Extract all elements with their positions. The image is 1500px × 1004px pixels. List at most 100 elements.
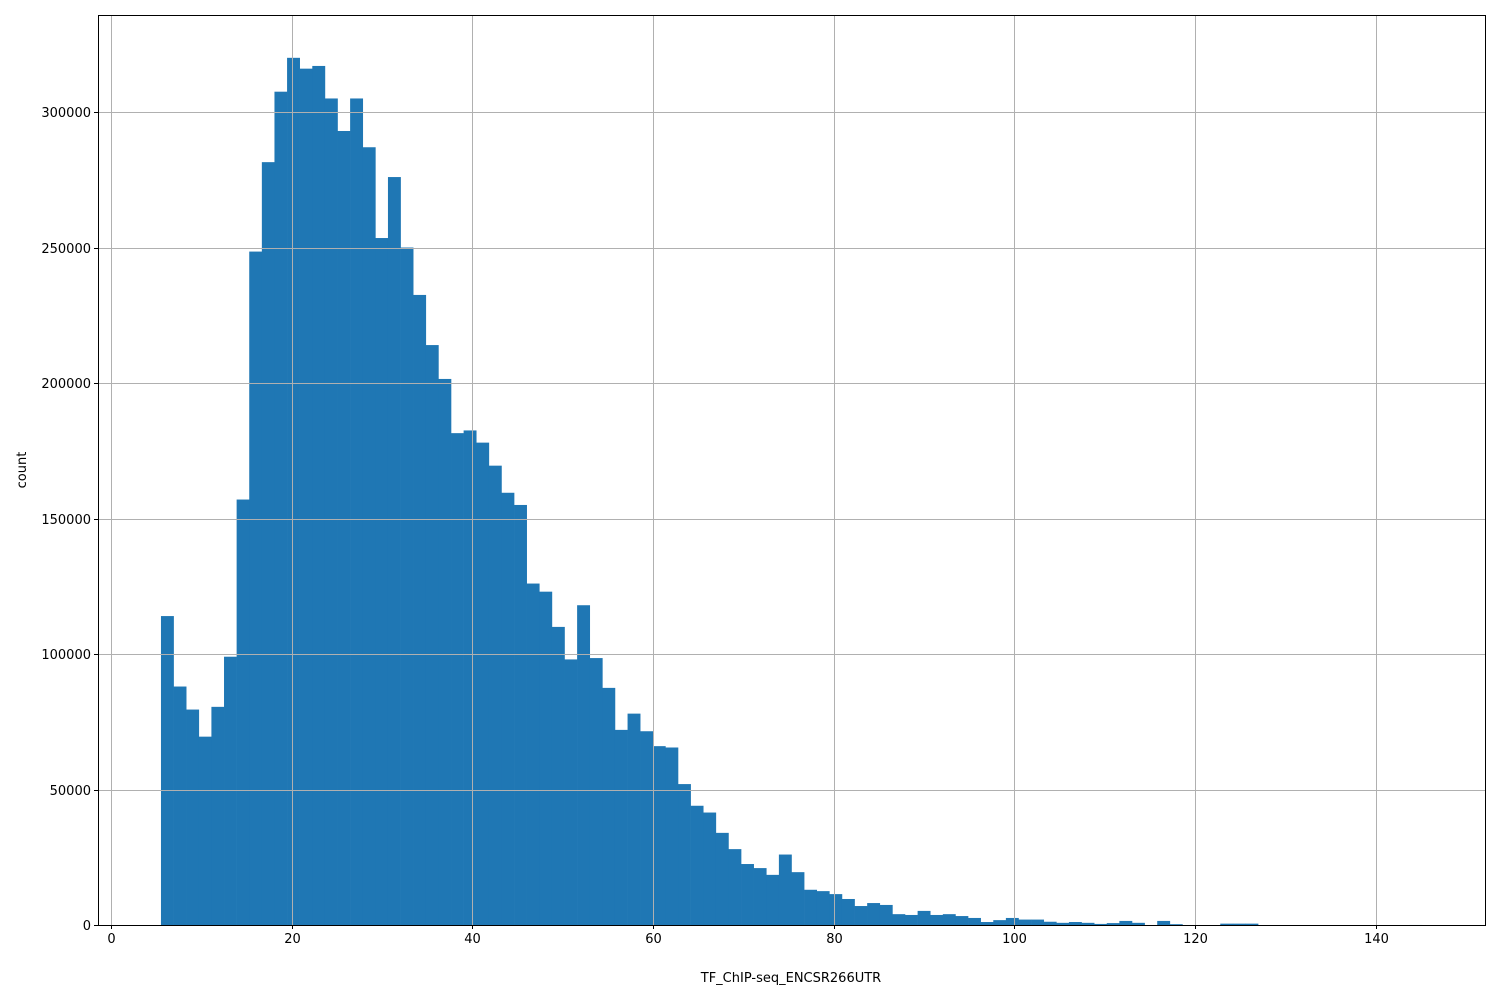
histogram-bar	[300, 69, 313, 925]
histogram-bar	[1044, 922, 1057, 925]
x-axis-label: TF_ChIP-seq_ENCSR266UTR	[700, 971, 881, 986]
y-tick-label: 300000	[41, 106, 91, 121]
histogram-bar	[375, 238, 388, 925]
y-tick-label: 100000	[41, 648, 91, 663]
y-tick-label: 200000	[41, 377, 91, 392]
histogram-bar	[741, 864, 754, 925]
x-tick-label: 100	[1002, 932, 1027, 947]
histogram-bar	[930, 915, 943, 925]
histogram-bar	[665, 747, 678, 925]
histogram-bar	[438, 379, 451, 925]
y-tick-label: 50000	[50, 784, 91, 799]
y-tick-label: 250000	[41, 242, 91, 257]
histogram-bar	[363, 147, 376, 925]
histogram-bar	[476, 443, 489, 925]
histogram-bar	[426, 345, 439, 925]
x-tick-label: 20	[284, 932, 301, 947]
histogram-bar	[186, 710, 199, 925]
histogram-bar	[955, 916, 968, 925]
y-axis-label: count	[15, 452, 30, 489]
histogram-bar	[615, 730, 628, 925]
histogram-bar	[779, 855, 792, 925]
histogram-bar	[464, 430, 477, 925]
histogram-bar	[968, 918, 981, 925]
x-tick-label: 40	[464, 932, 481, 947]
x-axis-ticks: 0 20 40 60 80 100 120 140	[107, 925, 1389, 947]
histogram-bar	[716, 833, 729, 925]
y-axis-ticks: 0 50000 100000 150000 200000 250000 300000	[41, 106, 98, 934]
histogram-bar	[388, 177, 401, 925]
histogram-bar	[552, 627, 565, 925]
x-tick-label: 0	[107, 932, 115, 947]
histogram-bar	[1094, 924, 1107, 925]
histogram-bar	[905, 915, 918, 925]
histogram-bar	[691, 806, 704, 925]
histogram-bar	[1220, 924, 1233, 925]
histogram-bar	[237, 500, 250, 925]
histogram-bar	[539, 592, 552, 925]
histogram-bar	[287, 58, 300, 925]
histogram-bar	[804, 890, 817, 925]
histogram-bar	[1170, 924, 1183, 925]
histogram-bar	[577, 605, 590, 925]
histogram-bar	[489, 466, 502, 925]
histogram-bar	[754, 868, 767, 925]
y-tick-label: 150000	[41, 513, 91, 528]
histogram-bar	[640, 731, 653, 925]
histogram-bar	[792, 872, 805, 925]
x-tick-label: 120	[1183, 932, 1208, 947]
histogram-bar	[514, 505, 527, 925]
histogram-bar	[867, 903, 880, 925]
histogram-bar	[312, 66, 325, 925]
histogram-bar	[993, 920, 1006, 925]
histogram-bar	[728, 849, 741, 925]
histogram-bar	[262, 162, 275, 925]
histogram-bar	[338, 131, 351, 925]
histogram-bar	[981, 922, 994, 925]
histogram-bar	[842, 899, 855, 925]
histogram-bar	[501, 493, 514, 925]
histogram-bar	[1056, 923, 1069, 925]
histogram-bar	[1132, 923, 1145, 925]
histogram-bar	[943, 914, 956, 925]
histogram-bar	[590, 658, 603, 925]
x-tick-label: 80	[826, 932, 843, 947]
x-tick-label: 140	[1364, 932, 1389, 947]
histogram-bar	[350, 98, 363, 925]
histogram-bar	[1082, 923, 1095, 925]
histogram-bar	[1018, 920, 1031, 925]
histogram-bar	[211, 707, 224, 925]
histogram-bar	[325, 98, 338, 925]
histogram-bar	[678, 784, 691, 925]
histogram-bar	[1107, 923, 1120, 925]
histogram-bar	[829, 894, 842, 925]
histogram-bar	[161, 616, 174, 925]
histogram-bar	[653, 746, 666, 925]
histogram-bar	[766, 875, 779, 925]
histogram-bar	[703, 813, 716, 925]
histogram-bar	[817, 891, 830, 925]
histogram-bar	[401, 248, 414, 925]
histogram-bar	[892, 914, 905, 925]
histogram-bar	[1119, 921, 1132, 925]
histogram-bar	[565, 659, 578, 925]
histogram-bar	[413, 295, 426, 925]
histogram-bar	[1006, 918, 1019, 925]
histogram-bar	[527, 584, 540, 925]
histogram-bar	[451, 433, 464, 925]
y-tick-label: 0	[83, 919, 91, 934]
histogram-bar	[628, 714, 641, 925]
histogram-bar	[1069, 922, 1082, 925]
histogram-bar	[918, 911, 931, 925]
histogram-bar	[274, 92, 287, 925]
histogram-bar	[1157, 921, 1170, 925]
histogram-bar	[1031, 920, 1044, 925]
histogram-bar	[1233, 924, 1246, 925]
histogram-bar	[249, 252, 262, 925]
histogram-bar	[855, 906, 868, 925]
histogram-bar	[199, 737, 212, 925]
bars	[161, 58, 1422, 925]
histogram-bar	[174, 687, 187, 925]
x-tick-label: 60	[645, 932, 662, 947]
